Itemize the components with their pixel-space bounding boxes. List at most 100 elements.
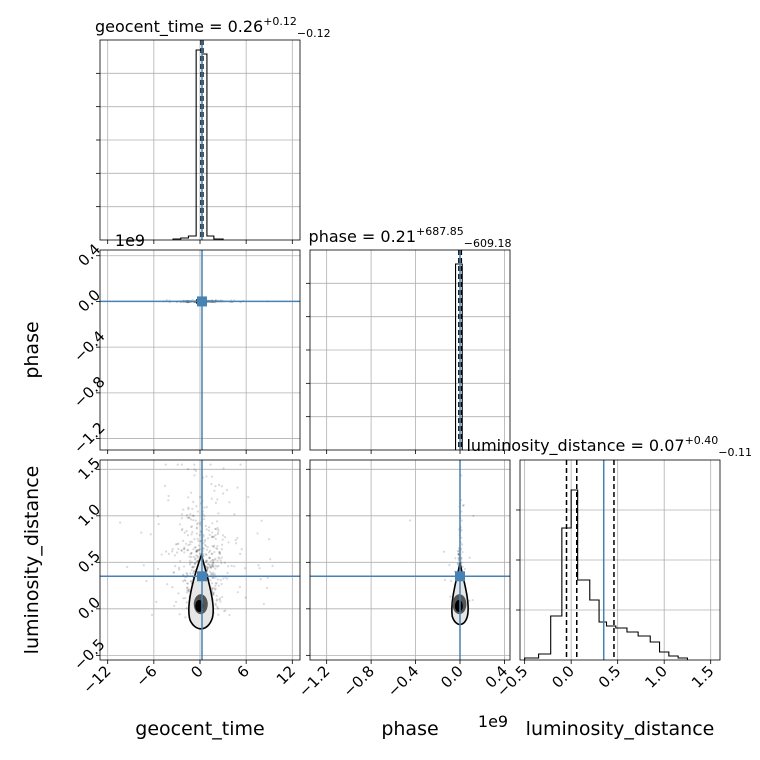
sample-point [174,565,177,568]
sample-point [186,582,190,585]
sample-point [213,588,217,591]
sample-point [180,549,183,552]
y-axis-label-luminosity-distance: luminosity_distance [21,466,43,655]
sample-point [211,592,214,595]
sample-point [206,546,209,549]
sample-point [262,602,266,605]
sample-point [204,538,207,541]
frames-layer [96,39,721,664]
sample-point [256,532,259,535]
sample-point [212,535,216,538]
sample-point [222,577,225,580]
sample-point [195,550,198,553]
sample-point [196,522,200,525]
sample-point [221,534,225,537]
sample-point [220,548,223,551]
sample-point [460,519,463,522]
sample-point [213,558,216,561]
sample-point [140,531,143,534]
sample-point [225,488,229,492]
phase-x-offset-text: 1e9 [478,712,508,731]
sample-point [205,567,209,570]
sample-point [199,495,202,499]
sample-point [233,513,236,516]
sample-point [198,552,202,555]
sample-point [211,576,214,579]
x-axis-label-geocent-time: geocent_time [135,718,264,740]
panel-geocent-time-hist [99,39,301,241]
sample-point [224,609,227,612]
sample-point [211,564,214,567]
sample-point [185,542,188,545]
sample-point [195,554,198,557]
sample-point [189,540,192,543]
sample-point [214,557,217,560]
sample-point [190,569,193,572]
sample-point [456,562,459,565]
sample-point [208,533,211,536]
sample-point [190,491,193,494]
sample-point [171,586,174,589]
sample-point [219,578,222,582]
sample-point [219,600,222,603]
sample-point [239,463,242,466]
sample-point [180,517,183,520]
sample-point [230,564,233,567]
phase-tick-label: 0.0 [437,662,467,692]
sample-point [163,484,167,487]
sample-point [184,579,187,582]
sample-point [205,505,208,509]
sample-point [204,561,208,564]
sample-point [461,504,465,507]
sample-point [214,485,217,488]
sample-point [188,561,192,564]
panel-luminosity-distance-vs-phase [309,459,511,661]
sample-point [188,516,191,520]
sample-point [188,563,192,566]
sample-point [189,559,192,562]
sample-point [176,463,179,466]
sample-point [268,538,271,541]
sample-point [119,521,122,524]
sample-point [216,498,219,501]
phase-tick-label: −0.4 [70,327,108,365]
sample-point [214,501,217,504]
sample-point [197,549,200,552]
sample-point [208,556,211,560]
sample-point [236,591,239,594]
sample-point [211,576,214,579]
sample-point [205,566,209,569]
sample-point [194,469,198,473]
sample-point [265,586,269,589]
sample-point [150,613,154,616]
sample-point [190,552,193,555]
sample-point [202,547,205,550]
sample-point [192,555,196,559]
sample-point [193,463,196,466]
sample-point [244,596,247,599]
sample-point [213,591,216,594]
phase-title: phase = 0.21+687.85−609.18 [309,225,512,250]
sample-point [216,565,219,568]
sample-point [234,538,237,542]
sample-point [195,523,199,526]
sample-point [239,552,242,556]
sample-point [174,600,178,604]
x-axis-label-phase: phase [381,718,438,740]
sample-point [223,610,226,613]
sample-point [166,583,169,586]
sample-point [203,543,206,546]
sample-point [171,550,174,553]
sample-point [222,467,225,470]
sample-point [180,463,183,466]
sample-point [223,561,226,564]
sample-point [208,556,211,559]
sample-point [186,534,189,537]
sample-point [213,489,216,492]
sample-point [191,530,194,534]
sample-point [214,603,217,607]
sample-point [194,546,197,549]
sample-point [182,565,186,568]
sample-point [193,558,197,561]
sample-point [210,535,214,538]
